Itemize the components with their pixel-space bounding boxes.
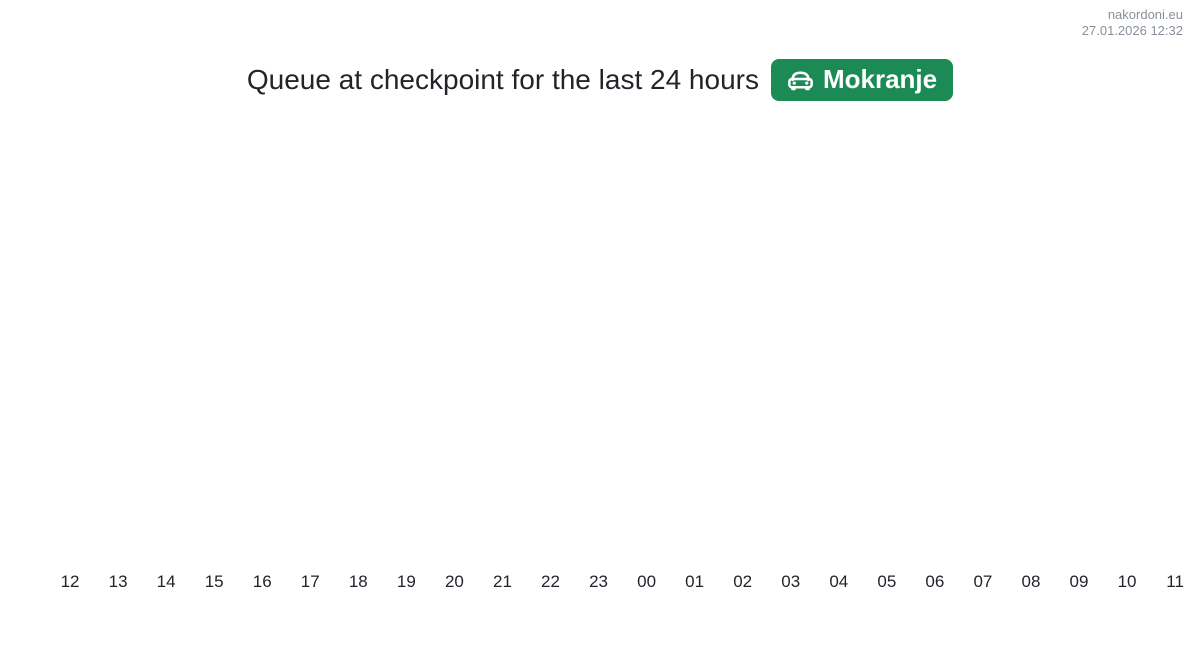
site-timestamp: 27.01.2026 12:32 [1081,23,1183,39]
checkpoint-name: Mokranje [822,64,938,95]
bar-cell [815,115,863,566]
x-axis-label: 23 [589,572,608,591]
x-axis-label: 20 [444,572,464,591]
checkpoint-badge[interactable]: Mokranje [770,59,954,101]
bar-cell [94,115,142,566]
x-axis-label: 09 [1069,572,1089,591]
x-axis-label: 16 [252,572,272,591]
bar-cell [767,115,815,566]
x-axis-label: 14 [156,572,176,591]
site-name: nakordoni.eu [1107,7,1183,22]
x-axis-label: 19 [396,572,416,591]
bar-cell [286,115,334,566]
x-axis-label: 00 [637,572,657,591]
bar-cell [526,115,574,566]
bar-cell [1151,115,1199,566]
x-axis-label: 02 [733,572,753,591]
bar-cell [1007,115,1055,566]
bar-cell [959,115,1007,566]
x-axis-label: 18 [348,572,368,591]
bar-cell [1103,115,1151,566]
x-axis-label: 06 [925,572,945,591]
bar-cell [575,115,623,566]
bar-cell [478,115,526,566]
bar-cell [382,115,430,566]
x-axis-label: 03 [781,572,801,591]
chart-header: Queue at checkpoint for the last 24 hour… [0,56,1200,104]
bar-cell [142,115,190,566]
x-axis: 12 13 14 15 16 17 18 19 20 21 22 23 00 01 02 03 04 05 06 07… [46,572,1199,592]
car-front-icon [787,67,814,94]
bar-cell [911,115,959,566]
bar-cell [1055,115,1103,566]
x-axis-label: 11 [1166,572,1184,591]
bar-cell [671,115,719,566]
x-axis-label: 04 [829,572,849,591]
chart-title: Queue at checkpoint for the last 24 hour… [246,64,759,95]
bar-cell [46,115,94,566]
bar-cell [863,115,911,566]
bar-cell [238,115,286,566]
site-watermark: nakordoni.eu 27.01.2026 12:32 [1082,7,1183,40]
x-axis-label: 05 [877,572,897,591]
bar-cell [430,115,478,566]
x-axis-label: 01 [685,572,705,591]
bar-chart-plot-area [46,115,1199,566]
x-axis-label: 22 [541,572,560,591]
bar-cell [334,115,382,566]
x-axis-label: 08 [1021,572,1041,591]
bar-cell [190,115,238,566]
x-axis-label: 15 [204,572,224,591]
x-axis-label: 07 [973,572,993,591]
x-axis-label: 17 [300,572,320,591]
x-axis-label: 21 [492,572,512,591]
x-axis-label: 12 [60,572,80,591]
bar-cell [623,115,671,566]
x-axis-label: 13 [108,572,128,591]
x-axis-label: 10 [1117,572,1137,591]
bar-cell [719,115,767,566]
